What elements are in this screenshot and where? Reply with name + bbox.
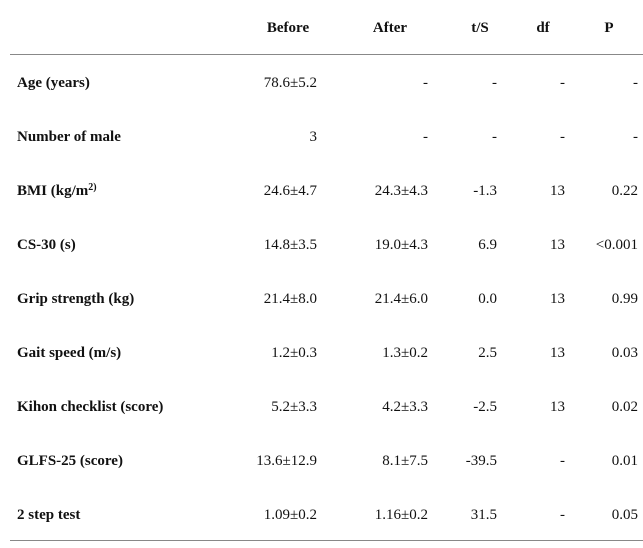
cell: 5.2±3.3 [271, 399, 317, 415]
row-label: CS-30 (s) [17, 237, 76, 253]
cell: 19.0±4.3 [374, 237, 428, 253]
cell: 13 [550, 399, 565, 415]
cell: - [633, 129, 638, 145]
cell: 0.99 [611, 291, 638, 307]
cell: 4.2±3.3 [382, 399, 428, 415]
cell: 13.6±12.9 [256, 453, 317, 469]
cell: 24.6±4.7 [263, 183, 317, 199]
row-label: Kihon checklist (score) [17, 399, 164, 415]
cell: 0.01 [611, 453, 638, 469]
cell: <0.001 [595, 237, 638, 253]
cell: 1.16±0.2 [374, 507, 428, 523]
cell: 0.22 [611, 183, 638, 199]
cell: 0.05 [611, 507, 638, 523]
cell: 2.5 [478, 345, 497, 361]
row-label-sup: 2) [88, 182, 97, 193]
cell: - [560, 129, 565, 145]
cell: -1.3 [473, 183, 497, 199]
cell: - [560, 75, 565, 91]
bottom-rule [10, 540, 643, 541]
column-header: t/S [471, 20, 489, 36]
cell: 13 [550, 237, 565, 253]
row-label: GLFS-25 (score) [17, 453, 123, 469]
cell: 14.8±3.5 [263, 237, 317, 253]
row-label: BMI (kg/m2) [17, 182, 97, 200]
column-header: Before [266, 20, 310, 36]
cell: 24.3±4.3 [374, 183, 428, 199]
cell: 8.1±7.5 [382, 453, 428, 469]
header-rule [10, 54, 643, 55]
cell: 3 [309, 129, 318, 145]
cell: 1.2±0.3 [271, 345, 317, 361]
column-header: P [604, 20, 614, 36]
cell: - [423, 129, 428, 145]
cell: 0.0 [478, 291, 497, 307]
cell: -39.5 [465, 453, 497, 469]
cell: 13 [550, 183, 565, 199]
cell: 1.09±0.2 [263, 507, 317, 523]
row-label: Grip strength (kg) [17, 291, 135, 307]
cell: -2.5 [473, 399, 497, 415]
cell: 0.03 [611, 345, 638, 361]
column-header: df [536, 20, 550, 36]
cell: - [560, 507, 565, 523]
row-label: 2 step test [17, 507, 81, 523]
cell: - [423, 75, 428, 91]
column-header: After [372, 20, 408, 36]
cell: 13 [550, 291, 565, 307]
row-label: Gait speed (m/s) [17, 345, 122, 361]
cell: 21.4±6.0 [374, 291, 428, 307]
cell: 13 [550, 345, 565, 361]
cell: 21.4±8.0 [263, 291, 317, 307]
cell: - [560, 453, 565, 469]
cell: - [633, 75, 638, 91]
row-label: Age (years) [17, 75, 90, 91]
cell: - [492, 75, 497, 91]
cell: - [492, 129, 497, 145]
cell: 6.9 [478, 237, 497, 253]
row-label: Number of male [17, 129, 121, 145]
cell: 1.3±0.2 [382, 345, 428, 361]
cell: 31.5 [470, 507, 497, 523]
cell: 0.02 [611, 399, 638, 415]
cell: 78.6±5.2 [263, 75, 317, 91]
